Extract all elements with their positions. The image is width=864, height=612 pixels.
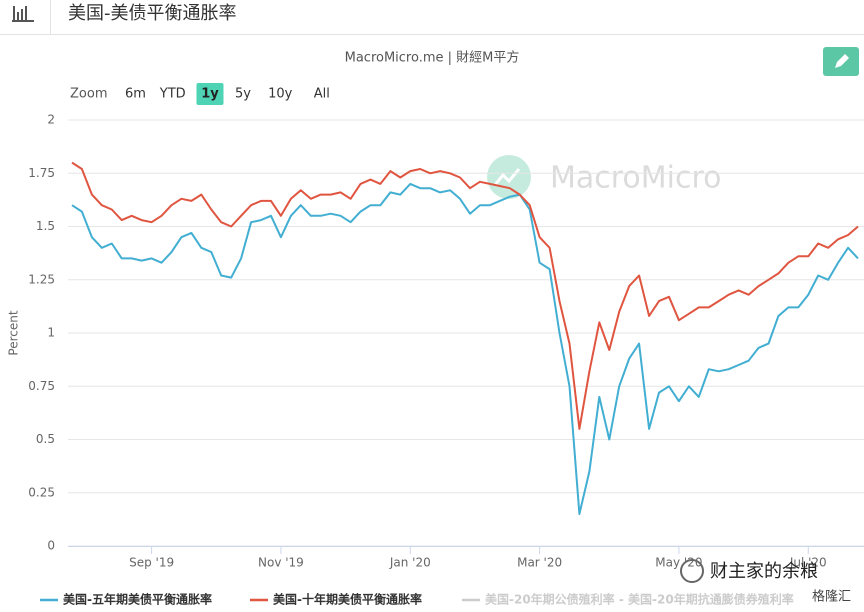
y-tick-label: 0.75 — [28, 379, 55, 393]
zoom-option-label[interactable]: 6m — [125, 87, 146, 102]
header-bar — [0, 0, 864, 34]
zoom-option[interactable]: All — [314, 87, 330, 102]
y-tick-label: 0.25 — [28, 485, 55, 499]
zoom-bar: Zoom 6m YTD 1y 5y 10y All — [70, 83, 330, 105]
zoom-option[interactable]: 6m — [125, 87, 146, 102]
chart-icon — [12, 6, 34, 22]
zoom-option-bg[interactable] — [196, 83, 224, 105]
series-line — [71, 182, 859, 515]
x-tick-label: Sep '19 — [129, 556, 174, 570]
zoom-option[interactable]: 5y — [235, 87, 251, 102]
y-axis-label: Percent — [7, 310, 21, 355]
overlay-account: 财主家的余粮 — [710, 561, 818, 582]
zoom-option-label[interactable]: 5y — [235, 87, 251, 102]
legend-label[interactable]: 美国-五年期美债平衡通胀率 — [63, 592, 212, 607]
x-tick-label: Mar '20 — [517, 556, 562, 570]
overlay-icon — [680, 559, 704, 583]
y-tick-label: 1.25 — [28, 272, 55, 286]
source: MacroMicro.me | 財經M平方 — [345, 50, 520, 66]
watermark: MacroMicro — [487, 155, 722, 199]
y-tick-label: 1.5 — [36, 219, 55, 233]
zoom-option-label[interactable]: 10y — [268, 87, 293, 102]
y-tick-label: 2 — [47, 113, 55, 127]
y-tick-label: 1 — [47, 326, 55, 340]
zoom-label: Zoom — [70, 87, 107, 102]
series-line — [71, 161, 859, 430]
zoom-option-label[interactable]: YTD — [159, 87, 186, 102]
overlay: 财主家的余粮 格隆汇 — [680, 559, 851, 605]
edit-button[interactable] — [823, 47, 859, 76]
x-tick-label: May '20 — [655, 556, 702, 570]
x-tick-label: Nov '19 — [258, 556, 304, 570]
legend-label[interactable]: 美国-20年期公债殖利率 - 美国-20年期抗通膨债券殖利率 — [485, 592, 794, 607]
watermark-text: MacroMicro — [550, 161, 722, 196]
y-tick-label: 1.75 — [28, 166, 55, 180]
y-tick-label: 0 — [47, 539, 55, 553]
legend-label[interactable]: 美国-十年期美债平衡通胀率 — [273, 592, 422, 607]
zoom-option[interactable]: 10y — [268, 87, 293, 102]
page-title: 美国-美债平衡通胀率 — [68, 3, 237, 24]
x-tick-label: Jan '20 — [389, 556, 431, 570]
zoom-option-label[interactable]: All — [314, 87, 330, 102]
legend-item[interactable]: 美国-十年期美债平衡通胀率 — [250, 592, 422, 607]
zoom-option-label[interactable]: 1y — [201, 87, 219, 102]
x-tick-label: Jul '20 — [789, 556, 827, 570]
legend-item[interactable]: 美国-20年期公债殖利率 - 美国-20年期抗通膨债券殖利率 — [462, 592, 794, 607]
legend-item[interactable]: 美国-五年期美债平衡通胀率 — [40, 592, 212, 607]
edit-icon[interactable] — [835, 54, 849, 68]
overlay-brand: 格隆汇 — [812, 589, 851, 605]
zoom-option[interactable]: YTD — [159, 87, 186, 102]
plot-area: 0 0.25 0.5 0.75 1 1.25 1.5 1.75 2 Sep '19 Nov '19 J… — [28, 113, 864, 570]
zoom-option[interactable]: 1y — [196, 83, 224, 105]
y-tick-label: 0.5 — [36, 432, 55, 446]
